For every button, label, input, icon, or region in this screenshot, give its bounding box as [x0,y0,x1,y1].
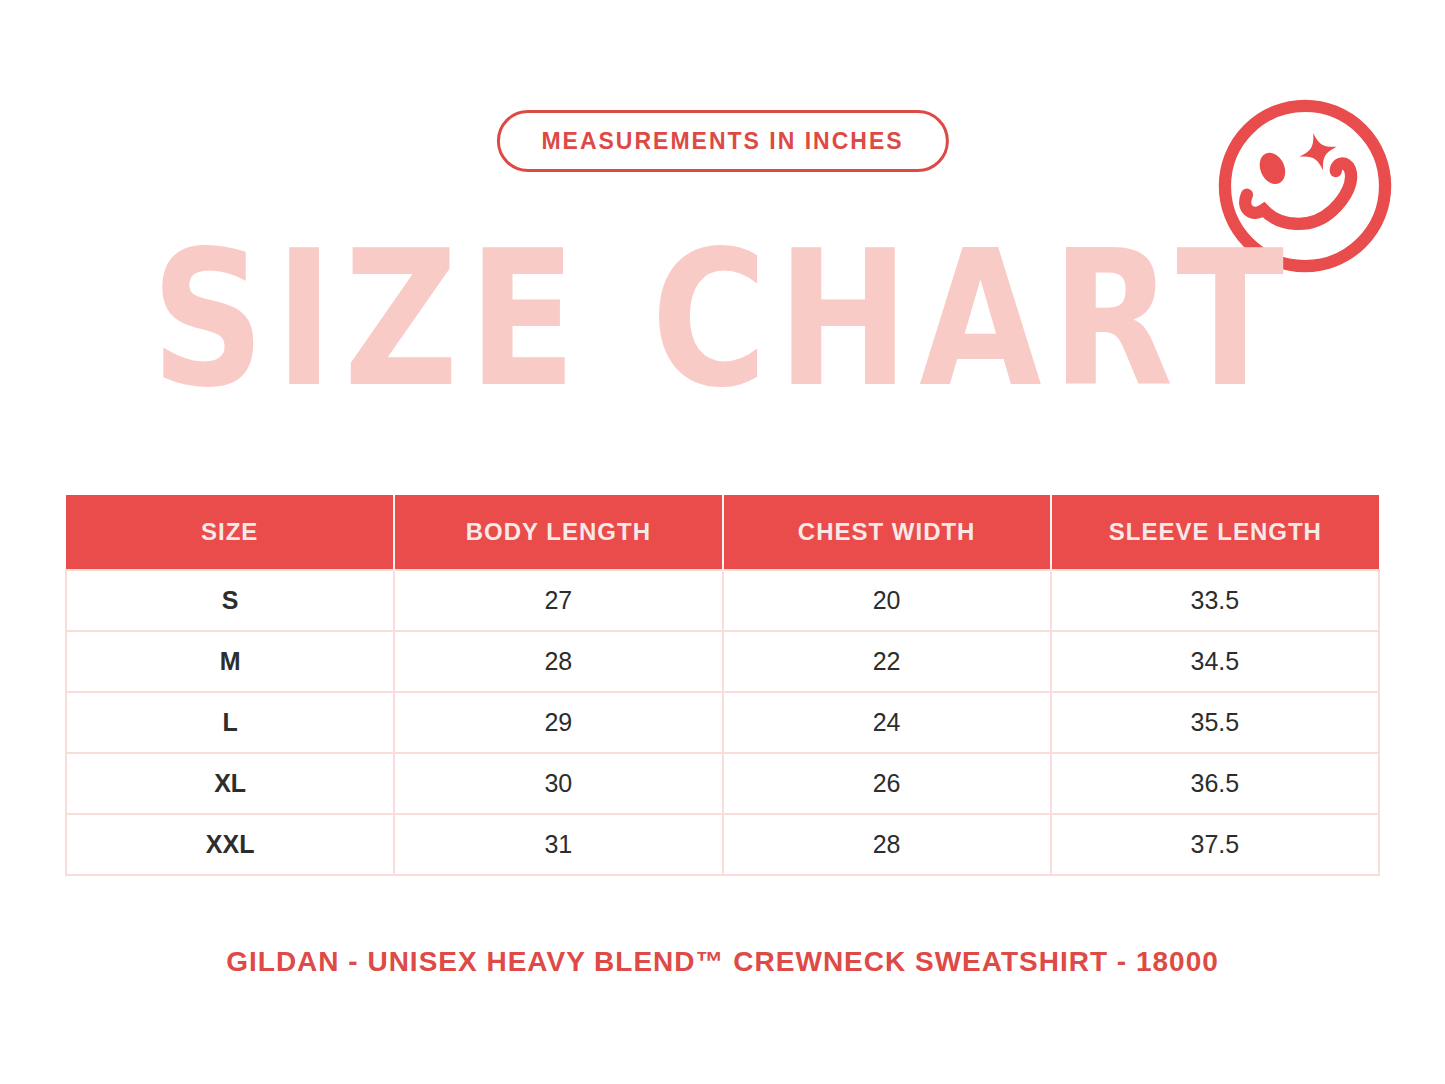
cell-sleeve-length: 35.5 [1051,692,1379,753]
cell-chest-width: 20 [723,570,1051,631]
product-name-footer: GILDAN - UNISEX HEAVY BLEND™ CREWNECK SW… [0,946,1445,978]
cell-chest-width: 26 [723,753,1051,814]
cell-chest-width: 22 [723,631,1051,692]
column-header-chest-width: CHEST WIDTH [723,495,1051,570]
cell-chest-width: 24 [723,692,1051,753]
column-header-size: SIZE [66,495,394,570]
cell-body-length: 27 [394,570,722,631]
measurements-badge: MEASUREMENTS IN INCHES [496,110,948,172]
size-chart-table: SIZE BODY LENGTH CHEST WIDTH SLEEVE LENG… [65,495,1380,876]
table-header-row: SIZE BODY LENGTH CHEST WIDTH SLEEVE LENG… [66,495,1379,570]
table-row-m: M 28 22 34.5 [66,631,1379,692]
cell-size: L [66,692,394,753]
cell-body-length: 31 [394,814,722,875]
cell-body-length: 30 [394,753,722,814]
cell-body-length: 28 [394,631,722,692]
size-chart-page: MEASUREMENTS IN INCHES SIZE CHART SIZE B… [0,0,1445,1084]
table-row-l: L 29 24 35.5 [66,692,1379,753]
page-title: SIZE CHART [0,226,1445,412]
column-header-sleeve-length: SLEEVE LENGTH [1051,495,1379,570]
cell-size: M [66,631,394,692]
measurements-badge-label: MEASUREMENTS IN INCHES [541,128,903,155]
cell-sleeve-length: 33.5 [1051,570,1379,631]
cell-sleeve-length: 36.5 [1051,753,1379,814]
cell-size: XXL [66,814,394,875]
cell-sleeve-length: 34.5 [1051,631,1379,692]
cell-size: S [66,570,394,631]
cell-sleeve-length: 37.5 [1051,814,1379,875]
column-header-body-length: BODY LENGTH [394,495,722,570]
cell-size: XL [66,753,394,814]
table-row-xl: XL 30 26 36.5 [66,753,1379,814]
table-row-xxl: XXL 31 28 37.5 [66,814,1379,875]
cell-body-length: 29 [394,692,722,753]
cell-chest-width: 28 [723,814,1051,875]
table-row-s: S 27 20 33.5 [66,570,1379,631]
